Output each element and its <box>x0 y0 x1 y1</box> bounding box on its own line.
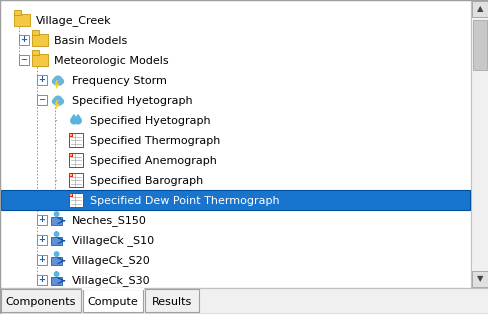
Circle shape <box>57 100 61 105</box>
Bar <box>69 153 83 167</box>
Bar <box>37 215 47 225</box>
Text: +: + <box>39 215 45 225</box>
Bar <box>37 75 47 85</box>
Bar <box>14 10 21 15</box>
Bar <box>69 173 72 176</box>
Bar <box>471 1 487 17</box>
Bar <box>69 133 72 137</box>
Bar <box>69 153 72 156</box>
Text: −: − <box>20 56 27 64</box>
Bar <box>32 54 48 66</box>
Bar <box>70 134 72 136</box>
Bar <box>14 14 30 26</box>
Bar <box>37 95 47 105</box>
Circle shape <box>52 79 58 84</box>
Circle shape <box>54 272 59 276</box>
Bar <box>1 190 469 210</box>
Bar <box>51 216 61 225</box>
Text: Specified Barograph: Specified Barograph <box>90 176 203 186</box>
Circle shape <box>54 212 59 216</box>
Bar <box>470 0 488 288</box>
Bar <box>37 275 47 285</box>
Text: VillageCk_S20: VillageCk_S20 <box>72 256 150 267</box>
Text: ▲: ▲ <box>476 4 482 14</box>
Text: +: + <box>39 256 45 264</box>
Bar <box>69 133 83 147</box>
Text: Compute: Compute <box>87 297 138 307</box>
Bar <box>0 288 488 314</box>
Bar <box>70 174 72 176</box>
Bar <box>19 35 29 45</box>
Text: Specified Hyetograph: Specified Hyetograph <box>90 116 210 126</box>
Bar <box>70 194 72 196</box>
Bar <box>472 20 486 70</box>
Bar <box>83 289 142 312</box>
Bar <box>69 193 72 197</box>
Circle shape <box>54 100 59 105</box>
Bar <box>37 255 47 265</box>
Bar <box>19 55 29 65</box>
Text: +: + <box>39 75 45 84</box>
Bar <box>1 289 81 312</box>
Text: Meteorologic Models: Meteorologic Models <box>54 56 168 66</box>
Text: Specified Dew Point Thermograph: Specified Dew Point Thermograph <box>90 196 279 206</box>
Bar <box>32 30 39 35</box>
Circle shape <box>58 99 63 104</box>
Text: Components: Components <box>6 297 76 307</box>
Text: Neches_S150: Neches_S150 <box>72 215 146 226</box>
Polygon shape <box>72 115 76 118</box>
Bar <box>32 35 48 46</box>
Text: Results: Results <box>152 297 192 307</box>
Bar <box>69 193 83 207</box>
Text: Frequency Storm: Frequency Storm <box>72 76 166 86</box>
Bar <box>37 235 47 245</box>
Bar <box>51 277 61 285</box>
Text: −: − <box>39 95 45 105</box>
Circle shape <box>52 99 58 104</box>
Bar <box>145 289 199 312</box>
Text: +: + <box>20 35 27 45</box>
Text: +: + <box>39 236 45 245</box>
Circle shape <box>54 232 59 236</box>
Bar <box>32 51 39 55</box>
Circle shape <box>75 117 81 124</box>
Circle shape <box>54 76 61 84</box>
Text: ▼: ▼ <box>476 274 482 284</box>
Text: Village_Creek: Village_Creek <box>36 16 111 26</box>
Circle shape <box>54 96 61 104</box>
Text: Basin Models: Basin Models <box>54 36 127 46</box>
Text: +: + <box>39 275 45 284</box>
Bar <box>471 271 487 287</box>
Circle shape <box>57 81 61 85</box>
Circle shape <box>54 252 59 256</box>
Bar <box>51 257 61 265</box>
Text: Specified Hyetograph: Specified Hyetograph <box>72 96 192 106</box>
Circle shape <box>54 81 59 85</box>
Text: VillageCk_S30: VillageCk_S30 <box>72 276 150 286</box>
Text: Specified Anemograph: Specified Anemograph <box>90 156 217 166</box>
Bar <box>51 236 61 245</box>
Circle shape <box>58 79 63 84</box>
Text: VillageCk _S10: VillageCk _S10 <box>72 236 154 246</box>
Bar <box>69 173 83 187</box>
Circle shape <box>71 117 77 124</box>
Text: Specified Thermograph: Specified Thermograph <box>90 136 220 146</box>
Bar <box>70 154 72 156</box>
Polygon shape <box>76 115 80 118</box>
